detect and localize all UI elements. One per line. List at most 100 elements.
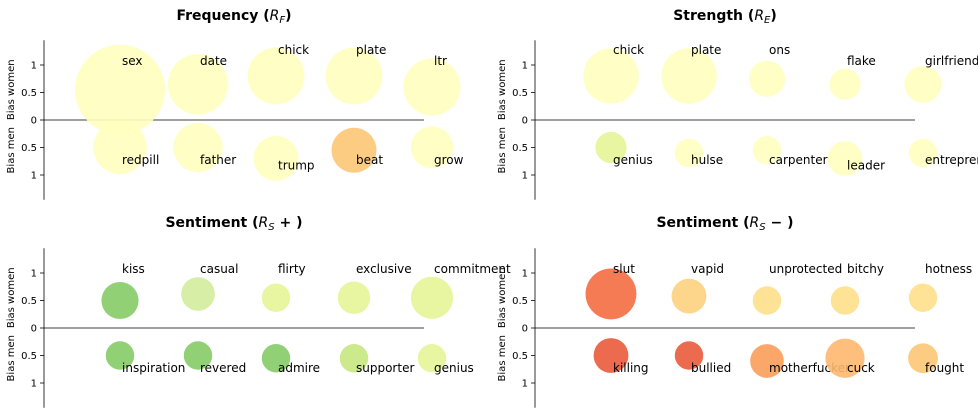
bubble-point — [595, 131, 627, 164]
bubble-point — [181, 277, 215, 311]
y-tick-label: 0.5 — [512, 351, 528, 362]
word-label: vapid — [691, 262, 724, 276]
chart-panel: Sentiment (RS − ) 1 0.5 0 0.5 1 Bias women Bias… — [497, 215, 972, 408]
bubble-point — [410, 126, 454, 169]
bubble-point — [331, 127, 377, 173]
y-label-women: Bias women — [497, 267, 508, 328]
y-label-men: Bias men — [6, 127, 17, 173]
word-label: fought — [925, 361, 964, 375]
bubble-point — [904, 65, 942, 103]
word-label: date — [200, 54, 227, 68]
bubble-point — [908, 138, 938, 168]
y-label-men: Bias men — [497, 127, 508, 173]
y-tick-label: 1 — [31, 171, 37, 182]
y-label-women: Bias women — [497, 59, 508, 120]
chart-panel: Frequency (RF) 1 0.5 0 0.5 1 Bias women Bias me… — [6, 8, 464, 200]
bubble-point — [337, 281, 371, 314]
word-label: exclusive — [356, 262, 412, 276]
y-tick-label: 0 — [522, 324, 528, 335]
y-tick-label: 1 — [31, 379, 37, 390]
chart-title: Sentiment (RS + ) — [165, 215, 302, 233]
bubble-point — [75, 44, 165, 135]
word-label: supporter — [356, 361, 414, 375]
chart-panel: Strength (RE) 1 0.5 0 0.5 1 Bias women Bias men… — [497, 8, 978, 200]
word-label: ons — [769, 43, 790, 57]
word-label: slut — [613, 262, 635, 276]
bubble-point — [410, 276, 454, 319]
word-label: revered — [200, 361, 246, 375]
bubble-point — [173, 122, 223, 173]
bubble-point — [908, 283, 938, 312]
word-label: flake — [847, 54, 876, 68]
y-tick-label: 0.5 — [512, 143, 528, 154]
y-tick-label: 1 — [522, 379, 528, 390]
bubble-point — [825, 338, 865, 378]
word-label: chick — [278, 43, 309, 57]
word-label: inspiration — [122, 361, 185, 375]
y-tick-label: 1 — [522, 61, 528, 72]
bubble-point — [830, 286, 860, 315]
y-tick-label: 0.5 — [21, 88, 37, 99]
word-label: sex — [122, 54, 143, 68]
y-label-men: Bias men — [497, 335, 508, 381]
word-label: cuck — [847, 361, 875, 375]
bubble-point — [827, 141, 863, 176]
bubble-point — [752, 136, 782, 165]
word-label: chick — [613, 43, 644, 57]
word-label: grow — [434, 153, 464, 167]
word-label: plate — [691, 43, 721, 57]
y-tick-label: 0 — [31, 324, 37, 335]
word-label: leader — [847, 159, 885, 173]
y-label-women: Bias women — [6, 267, 17, 328]
word-label: plate — [356, 43, 386, 57]
bubble-point — [339, 344, 369, 373]
word-label: father — [200, 153, 236, 167]
bubble-point — [325, 47, 383, 105]
y-tick-label: 0.5 — [21, 351, 37, 362]
bubble-point — [183, 341, 213, 370]
word-label: commitment — [434, 262, 511, 276]
bubble-point — [908, 343, 938, 374]
bubble-point — [105, 341, 135, 370]
y-tick-label: 0.5 — [21, 296, 37, 307]
bubble-point — [674, 138, 704, 168]
word-label: ltr — [434, 54, 447, 68]
y-tick-label: 0.5 — [512, 296, 528, 307]
bubble-point — [253, 136, 299, 181]
bubble-point — [671, 278, 707, 314]
bubble-point — [261, 344, 291, 373]
y-tick-label: 1 — [522, 269, 528, 280]
word-label: bitchy — [847, 262, 884, 276]
word-label: casual — [200, 262, 239, 276]
bubble-point — [101, 281, 139, 320]
y-tick-label: 0 — [31, 116, 37, 127]
word-label: redpill — [122, 153, 159, 167]
bubble-point — [583, 48, 639, 104]
word-label: hotness — [925, 262, 972, 276]
bubble-point — [585, 268, 637, 320]
bubble-point — [593, 338, 629, 373]
word-label: killing — [613, 361, 649, 375]
bubble-point — [417, 344, 447, 373]
chart-title: Strength (RE) — [673, 8, 777, 26]
chart-panel: Sentiment (RS + ) 1 0.5 0 0.5 1 Bias women Bias… — [6, 215, 511, 408]
word-label: kiss — [122, 262, 145, 276]
bubble-point — [829, 68, 861, 100]
bubble-point — [261, 283, 291, 312]
bubble-point — [93, 120, 147, 175]
bubble-point — [750, 344, 784, 378]
bubble-point — [403, 58, 461, 116]
word-label: hulse — [691, 153, 723, 167]
bubble-point — [749, 60, 785, 97]
bubble-point — [661, 48, 717, 104]
chart-title: Sentiment (RS − ) — [656, 215, 793, 233]
word-label: trump — [278, 159, 315, 173]
word-label: flirty — [278, 262, 306, 276]
y-tick-label: 1 — [522, 171, 528, 182]
word-label: bullied — [691, 361, 731, 375]
bubble-point — [752, 286, 782, 315]
word-label: genius — [613, 153, 653, 167]
word-label: carpenter — [769, 153, 828, 167]
word-label: genius — [434, 361, 474, 375]
